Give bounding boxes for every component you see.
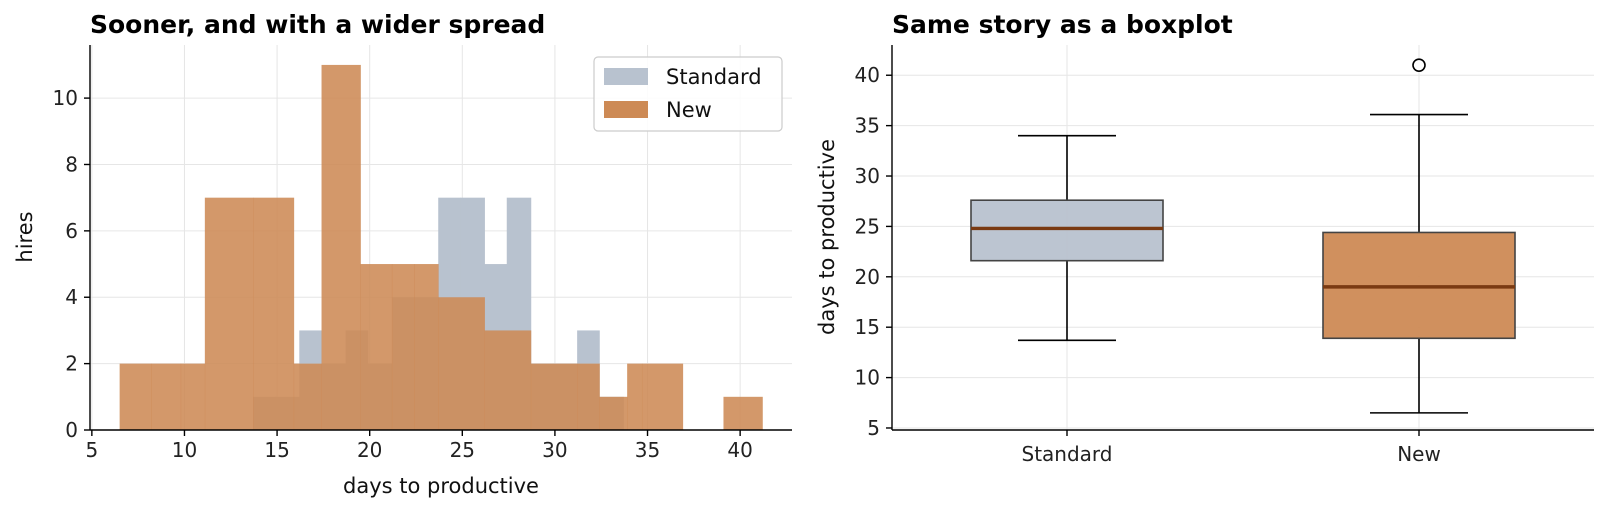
histogram-bar-new — [321, 64, 361, 431]
histogram-y-tick-label: 4 — [65, 285, 78, 309]
boxplot-boxes — [970, 58, 1516, 414]
histogram-y-tick-label: 8 — [65, 152, 78, 176]
box-new — [1322, 58, 1516, 414]
histogram-bar-new — [180, 363, 206, 430]
histogram-bar-new — [391, 264, 415, 430]
histogram-bar-new — [293, 363, 322, 430]
histogram-y-tick-label: 2 — [65, 352, 78, 376]
boxplot-y-ticks: 5 10 15 20 25 30 35 40 — [855, 63, 892, 440]
boxplot-y-tick-label: 40 — [855, 63, 880, 87]
legend-swatch-new — [604, 101, 648, 118]
histogram-x-ticks: 5 10 15 20 25 30 35 40 — [85, 430, 753, 462]
histogram-x-label: days to productive — [343, 474, 539, 498]
histogram-bar-new — [252, 197, 295, 430]
histogram-bars — [119, 64, 763, 431]
boxplot-y-tick-label: 35 — [855, 114, 880, 138]
box-outlier — [1412, 58, 1426, 72]
legend: Standard New — [593, 56, 783, 132]
histogram-bar-new — [484, 330, 532, 430]
histogram-x-tick-label: 5 — [85, 438, 98, 462]
histogram-bar-new — [627, 363, 643, 430]
histogram-y-tick-label: 0 — [65, 418, 78, 442]
boxplot-x-ticks: Standard New — [1022, 430, 1441, 466]
histogram-y-ticks: 0 2 4 6 8 10 — [53, 86, 90, 442]
legend-label-standard: Standard — [666, 65, 762, 89]
histogram-y-tick-label: 10 — [53, 86, 78, 110]
boxplot-y-tick-label: 10 — [855, 366, 880, 390]
histogram-bar-new — [599, 396, 628, 430]
boxplot-y-tick-label: 15 — [855, 315, 880, 339]
histogram-x-tick-label: 35 — [635, 438, 660, 462]
histogram-title: Sooner, and with a wider spread — [90, 10, 545, 39]
histogram-bar-new — [641, 363, 684, 430]
histogram-y-label: hires — [13, 211, 37, 262]
histogram-x-tick-label: 10 — [172, 438, 197, 462]
histogram-y-tick-label: 6 — [65, 219, 78, 243]
histogram-bar-new — [577, 363, 600, 430]
histogram-x-tick-label: 25 — [450, 438, 475, 462]
histogram-x-tick-label: 30 — [542, 438, 567, 462]
legend-swatch-standard — [604, 68, 648, 85]
box-iqr — [970, 199, 1164, 262]
histogram-bar-new — [530, 363, 578, 430]
boxplot-x-tick-label: Standard — [1022, 442, 1113, 466]
histogram-bar-new — [151, 363, 182, 430]
box-standard — [970, 134, 1164, 342]
histogram-bar-new — [414, 264, 439, 430]
histogram-x-tick-label: 40 — [727, 438, 752, 462]
boxplot-y-tick-label: 20 — [855, 265, 880, 289]
boxplot-title: Same story as a boxplot — [892, 10, 1233, 39]
histogram-bar-new — [204, 197, 254, 430]
legend-label-new: New — [666, 98, 712, 122]
histogram-panel: 5 10 15 20 25 30 35 40 0 2 4 6 8 10 Sooner, and with… — [13, 10, 792, 498]
boxplot-y-tick-label: 5 — [867, 416, 880, 440]
boxplot-y-tick-label: 30 — [855, 164, 880, 188]
histogram-bar-new — [360, 264, 393, 430]
boxplot-panel: Standard New 5 10 15 20 25 30 35 40 Same story a… — [815, 10, 1594, 466]
boxplot-y-tick-label: 25 — [855, 214, 880, 238]
boxplot-x-tick-label: New — [1397, 442, 1441, 466]
boxplot-y-label: days to productive — [815, 139, 839, 335]
histogram-x-tick-label: 15 — [264, 438, 289, 462]
histogram-bar-new — [438, 297, 485, 430]
histogram-x-tick-label: 20 — [357, 438, 382, 462]
histogram-bar-new — [119, 363, 152, 430]
histogram-bar-new — [723, 396, 763, 430]
